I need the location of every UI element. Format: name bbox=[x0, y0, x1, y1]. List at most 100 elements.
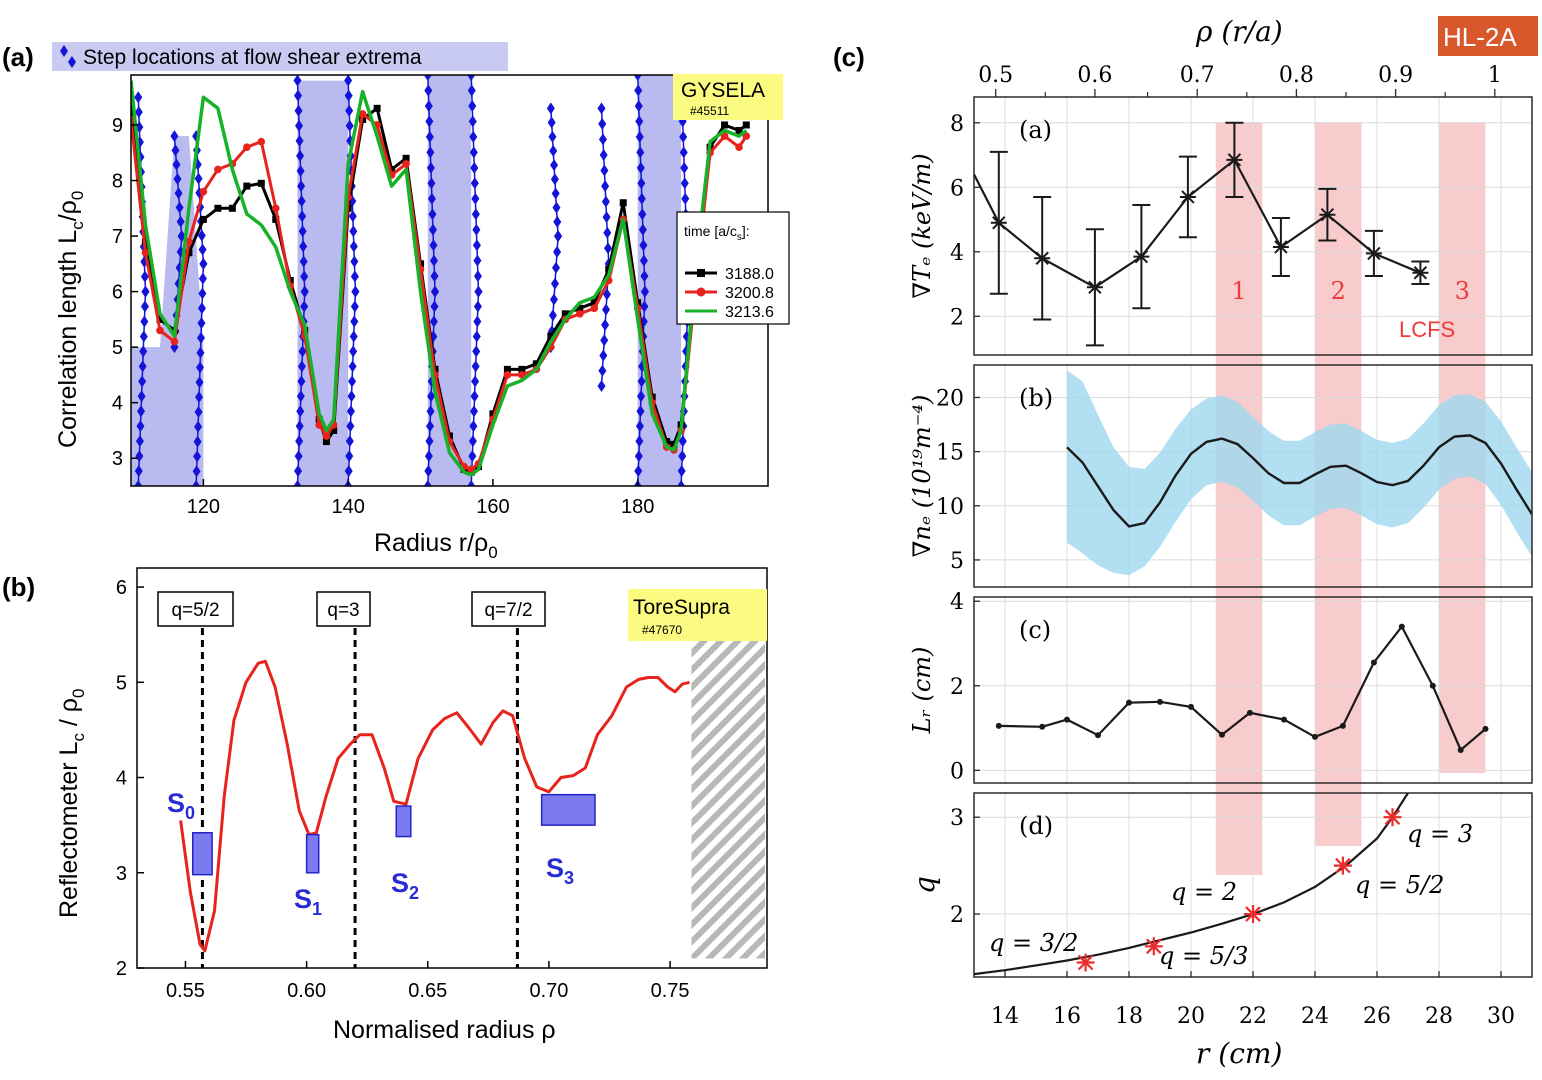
top-tick-label: 0.9 bbox=[1378, 63, 1413, 88]
asterisk-marker bbox=[1034, 251, 1051, 265]
q-label-text: q=3 bbox=[327, 600, 359, 621]
step-marker bbox=[473, 254, 482, 267]
data-point bbox=[503, 371, 512, 379]
series-line-3213.6 bbox=[131, 80, 748, 477]
y-tick-label: 20 bbox=[936, 386, 964, 411]
step-marker bbox=[173, 172, 182, 185]
step-marker bbox=[134, 465, 143, 478]
step-marker bbox=[550, 173, 559, 186]
x-tick-label: 18 bbox=[1115, 1004, 1143, 1029]
q-label-text: q=7/2 bbox=[484, 600, 532, 621]
step-marker bbox=[601, 195, 610, 208]
step-marker bbox=[474, 285, 483, 298]
data-point bbox=[576, 304, 584, 312]
step-marker bbox=[295, 420, 304, 433]
step-marker bbox=[636, 161, 645, 174]
y-tick-label: 0 bbox=[950, 759, 964, 784]
staircase-label-0: S0 bbox=[167, 788, 195, 823]
data-point bbox=[547, 332, 555, 340]
y-tick-label: 2 bbox=[950, 675, 964, 700]
step-marker bbox=[640, 270, 649, 283]
step-marker bbox=[135, 450, 144, 463]
step-marker bbox=[423, 480, 432, 486]
step-marker bbox=[637, 192, 646, 205]
step-marker bbox=[552, 261, 561, 274]
q-annotation-3: q = 5/2 bbox=[1355, 871, 1444, 899]
q-label-0: q=5/2 bbox=[157, 591, 234, 627]
step-marker bbox=[351, 285, 360, 298]
step-marker bbox=[679, 146, 688, 159]
step-marker bbox=[196, 346, 205, 359]
step-marker bbox=[634, 450, 643, 463]
y-tick-label: 15 bbox=[936, 441, 964, 466]
y-tick-label: 4 bbox=[950, 241, 964, 266]
y-tick-label: 6 bbox=[950, 176, 964, 201]
edge-hatched-region bbox=[691, 594, 765, 959]
step-marker bbox=[297, 195, 306, 208]
step-marker bbox=[423, 75, 432, 81]
step-marker bbox=[678, 435, 687, 448]
top-tick-label: 0.5 bbox=[978, 63, 1013, 88]
staircase-label-1: S1 bbox=[294, 884, 322, 919]
data-point bbox=[272, 215, 280, 223]
panel-a-ylabel: Correlation length Lc/ρ0 bbox=[54, 191, 87, 448]
step-marker bbox=[679, 130, 688, 143]
y-tick-label: 4 bbox=[116, 768, 127, 790]
step-legend-text: Step locations at flow shear extrema bbox=[83, 46, 422, 69]
y-tick-label: 7 bbox=[112, 226, 123, 248]
y-tick-label: 3 bbox=[950, 806, 964, 831]
step-marker bbox=[637, 390, 646, 403]
step-marker bbox=[194, 405, 203, 418]
step-marker bbox=[547, 116, 556, 129]
step-marker bbox=[296, 390, 305, 403]
step-marker bbox=[638, 208, 647, 221]
data-point bbox=[735, 127, 743, 135]
data-point bbox=[1126, 699, 1132, 706]
x-tick-label: 22 bbox=[1239, 1004, 1267, 1029]
step-marker bbox=[346, 420, 355, 433]
x-tick-label: 20 bbox=[1177, 1004, 1205, 1029]
top-axis-label: ρ (r/a) bbox=[1195, 15, 1283, 48]
step-marker bbox=[348, 360, 357, 373]
step-marker bbox=[295, 119, 304, 132]
step-marker bbox=[195, 391, 204, 404]
step-marker bbox=[602, 288, 611, 301]
step-location-3 bbox=[293, 75, 309, 486]
step-marker bbox=[192, 465, 201, 478]
step-marker bbox=[553, 215, 562, 228]
step-marker bbox=[136, 420, 145, 433]
subpanel-frame bbox=[973, 364, 1533, 588]
step-marker bbox=[346, 405, 355, 418]
data-point bbox=[1219, 731, 1225, 738]
q-label-box bbox=[316, 591, 371, 627]
panel-a-label: (a) bbox=[2, 42, 34, 72]
staircase-label-3: S3 bbox=[546, 853, 574, 888]
step-marker bbox=[424, 99, 433, 112]
step-marker bbox=[295, 435, 304, 448]
step-marker bbox=[196, 331, 205, 344]
y-tick-label: 5 bbox=[112, 337, 123, 359]
step-marker bbox=[634, 465, 643, 478]
data-point bbox=[156, 315, 164, 323]
q-profile-line bbox=[973, 792, 1409, 976]
step-marker bbox=[344, 465, 353, 478]
subpanel-ylabel: q bbox=[908, 876, 941, 894]
step-marker bbox=[299, 255, 308, 268]
asterisk-marker bbox=[1133, 249, 1150, 264]
asterisk-marker bbox=[1319, 208, 1336, 222]
band-label-1: 1 bbox=[1231, 277, 1246, 305]
step-marker bbox=[350, 270, 359, 283]
step-location-6 bbox=[467, 75, 483, 486]
series-3213.6 bbox=[131, 80, 748, 477]
data-point bbox=[995, 722, 1002, 729]
step-marker bbox=[430, 270, 439, 283]
step-marker bbox=[294, 450, 303, 463]
data-point bbox=[373, 104, 381, 112]
step-marker bbox=[429, 239, 438, 252]
step-marker bbox=[548, 309, 557, 322]
data-point bbox=[228, 204, 236, 212]
step-marker bbox=[469, 130, 478, 143]
subpanel-c-c: 0 2 4 (c) Lᵣ (cm) bbox=[908, 590, 1533, 784]
top-tick-label: 0.6 bbox=[1077, 63, 1112, 88]
step-marker bbox=[349, 330, 358, 343]
